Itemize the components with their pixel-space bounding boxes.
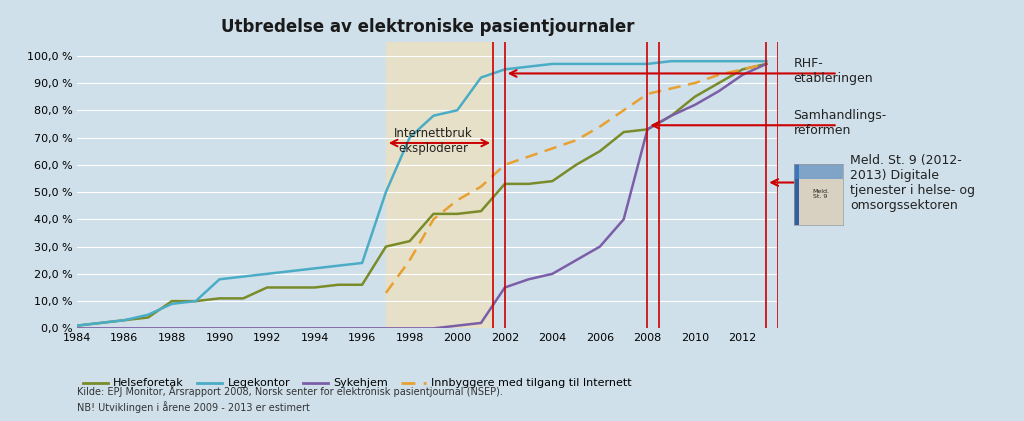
- Title: Utbredelse av elektroniske pasientjournaler: Utbredelse av elektroniske pasientjourna…: [221, 19, 634, 36]
- Text: Internettbruk
eksploderer: Internettbruk eksploderer: [394, 127, 473, 155]
- Text: Kilde: EPJ Monitor, Årsrapport 2008, Norsk senter for elektronisk pasientjournal: Kilde: EPJ Monitor, Årsrapport 2008, Nor…: [77, 385, 503, 397]
- Legend: Helseforetak, Legekontor, Sykehjem, Innbyggere med tilgang til Internett: Helseforetak, Legekontor, Sykehjem, Innb…: [79, 374, 637, 393]
- Text: Meld. St. 9 (2012-
2013) Digitale
tjenester i helse- og
omsorgssektoren: Meld. St. 9 (2012- 2013) Digitale tjenes…: [850, 154, 975, 211]
- Bar: [794, 164, 843, 179]
- Bar: [794, 164, 800, 225]
- Text: RHF-
etableringen: RHF- etableringen: [794, 57, 873, 85]
- Bar: [386, 42, 493, 328]
- Text: Samhandlings-
reformen: Samhandlings- reformen: [794, 109, 887, 137]
- Text: NB! Utviklingen i årene 2009 - 2013 er estimert: NB! Utviklingen i årene 2009 - 2013 er e…: [77, 401, 309, 413]
- Text: Meld.
St. 9: Meld. St. 9: [812, 189, 829, 200]
